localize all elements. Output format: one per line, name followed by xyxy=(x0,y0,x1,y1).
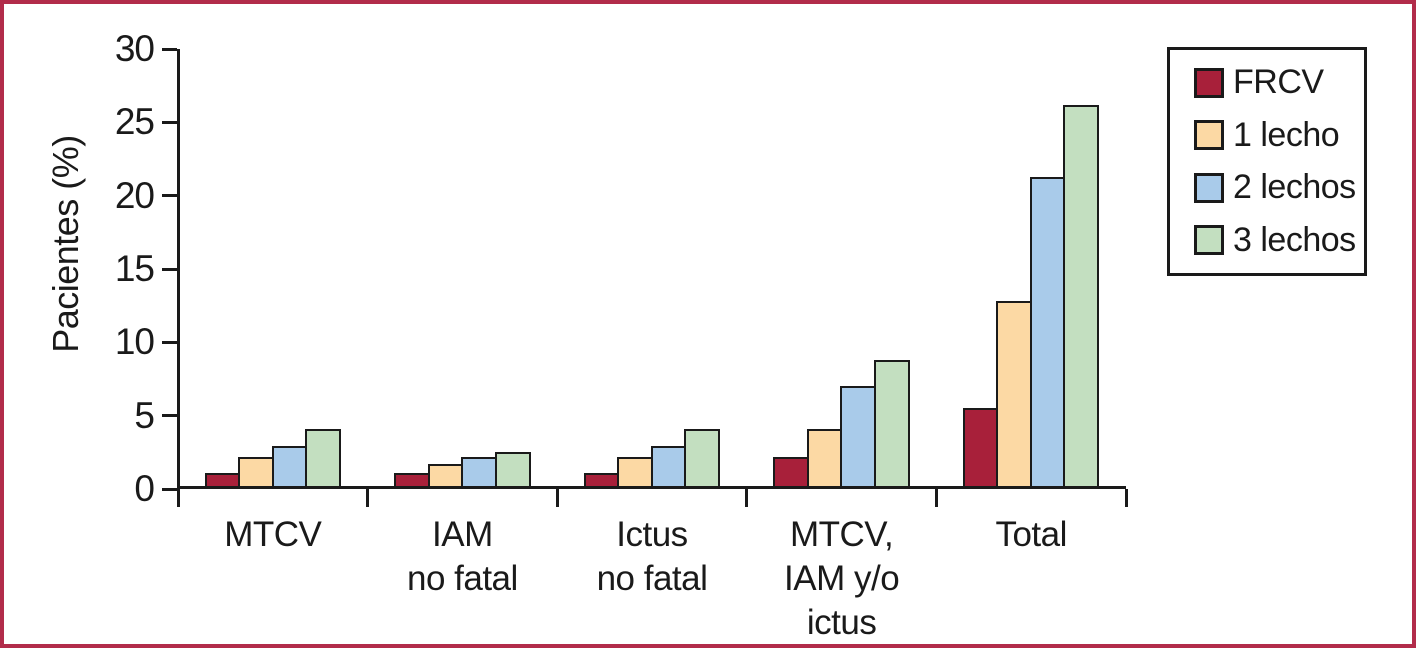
y-axis-line xyxy=(176,49,180,507)
bar-2-lechos xyxy=(650,446,687,489)
y-tick xyxy=(162,120,177,124)
x-category-label: Ictus no fatal xyxy=(596,515,708,598)
x-category-label: MTCV xyxy=(224,515,322,554)
x-category-label: IAM no fatal xyxy=(406,515,518,598)
y-tick-label: 20 xyxy=(114,174,155,216)
bar-3-lechos xyxy=(684,428,721,489)
plot-area: 0 5 10 15 20 25 30 MTCV IAM no fatal Ictus no fat… xyxy=(115,28,1128,642)
bar-2-lechos xyxy=(271,446,308,489)
x-tick xyxy=(1124,489,1128,507)
x-tick xyxy=(934,489,938,507)
legend-item: 3 lechos xyxy=(1194,221,1364,260)
legend-item: FRCV xyxy=(1194,63,1364,102)
x-category-label: MTCV, IAM y/o ictus xyxy=(784,515,900,642)
y-tick-label: 15 xyxy=(114,248,155,289)
bar-1-lecho xyxy=(806,428,843,489)
bar-2-lechos xyxy=(840,386,877,489)
y-tick-label: 30 xyxy=(114,28,155,69)
legend-label: FRCV xyxy=(1233,63,1324,102)
legend-swatch-icon xyxy=(1194,120,1224,151)
bar-3-lechos xyxy=(1063,104,1100,489)
y-tick-label: 25 xyxy=(114,101,155,143)
x-tick xyxy=(366,489,370,507)
bar-2-lechos xyxy=(461,456,498,489)
legend-swatch-icon xyxy=(1194,67,1224,98)
legend-label: 2 lechos xyxy=(1233,168,1356,207)
bar-1-lecho xyxy=(238,456,275,489)
bar-1-lecho xyxy=(617,456,654,489)
legend-label: 1 lecho xyxy=(1233,115,1340,154)
y-axis-title: Pacientes (%) xyxy=(45,135,86,353)
y-tick xyxy=(162,47,177,51)
x-category-label: Total xyxy=(995,515,1067,554)
x-tick xyxy=(745,489,749,507)
bar-2-lechos xyxy=(1029,176,1066,489)
y-tick xyxy=(162,194,177,198)
legend: FRCV 1 lecho 2 lechos 3 lechos xyxy=(1167,47,1367,276)
y-tick xyxy=(162,487,177,491)
y-tick-label: 10 xyxy=(114,321,155,363)
legend-swatch-icon xyxy=(1194,172,1224,203)
legend-swatch-icon xyxy=(1194,225,1224,256)
legend-label: 3 lechos xyxy=(1233,220,1356,259)
legend-item: 2 lechos xyxy=(1194,168,1364,207)
bar-3-lechos xyxy=(494,452,531,489)
bar-1-lecho xyxy=(996,301,1033,489)
bar-3-lechos xyxy=(305,428,342,489)
x-tick xyxy=(555,489,559,507)
bar-frcv xyxy=(773,456,810,489)
bar-3-lechos xyxy=(873,359,910,489)
y-tick xyxy=(162,414,177,418)
legend-item: 1 lecho xyxy=(1194,116,1364,155)
y-tick xyxy=(162,340,177,344)
y-tick xyxy=(162,267,177,271)
x-axis-line xyxy=(176,486,1126,489)
y-tick-label: 5 xyxy=(134,394,155,436)
bar-frcv xyxy=(962,408,999,489)
y-tick-label: 0 xyxy=(134,468,155,509)
